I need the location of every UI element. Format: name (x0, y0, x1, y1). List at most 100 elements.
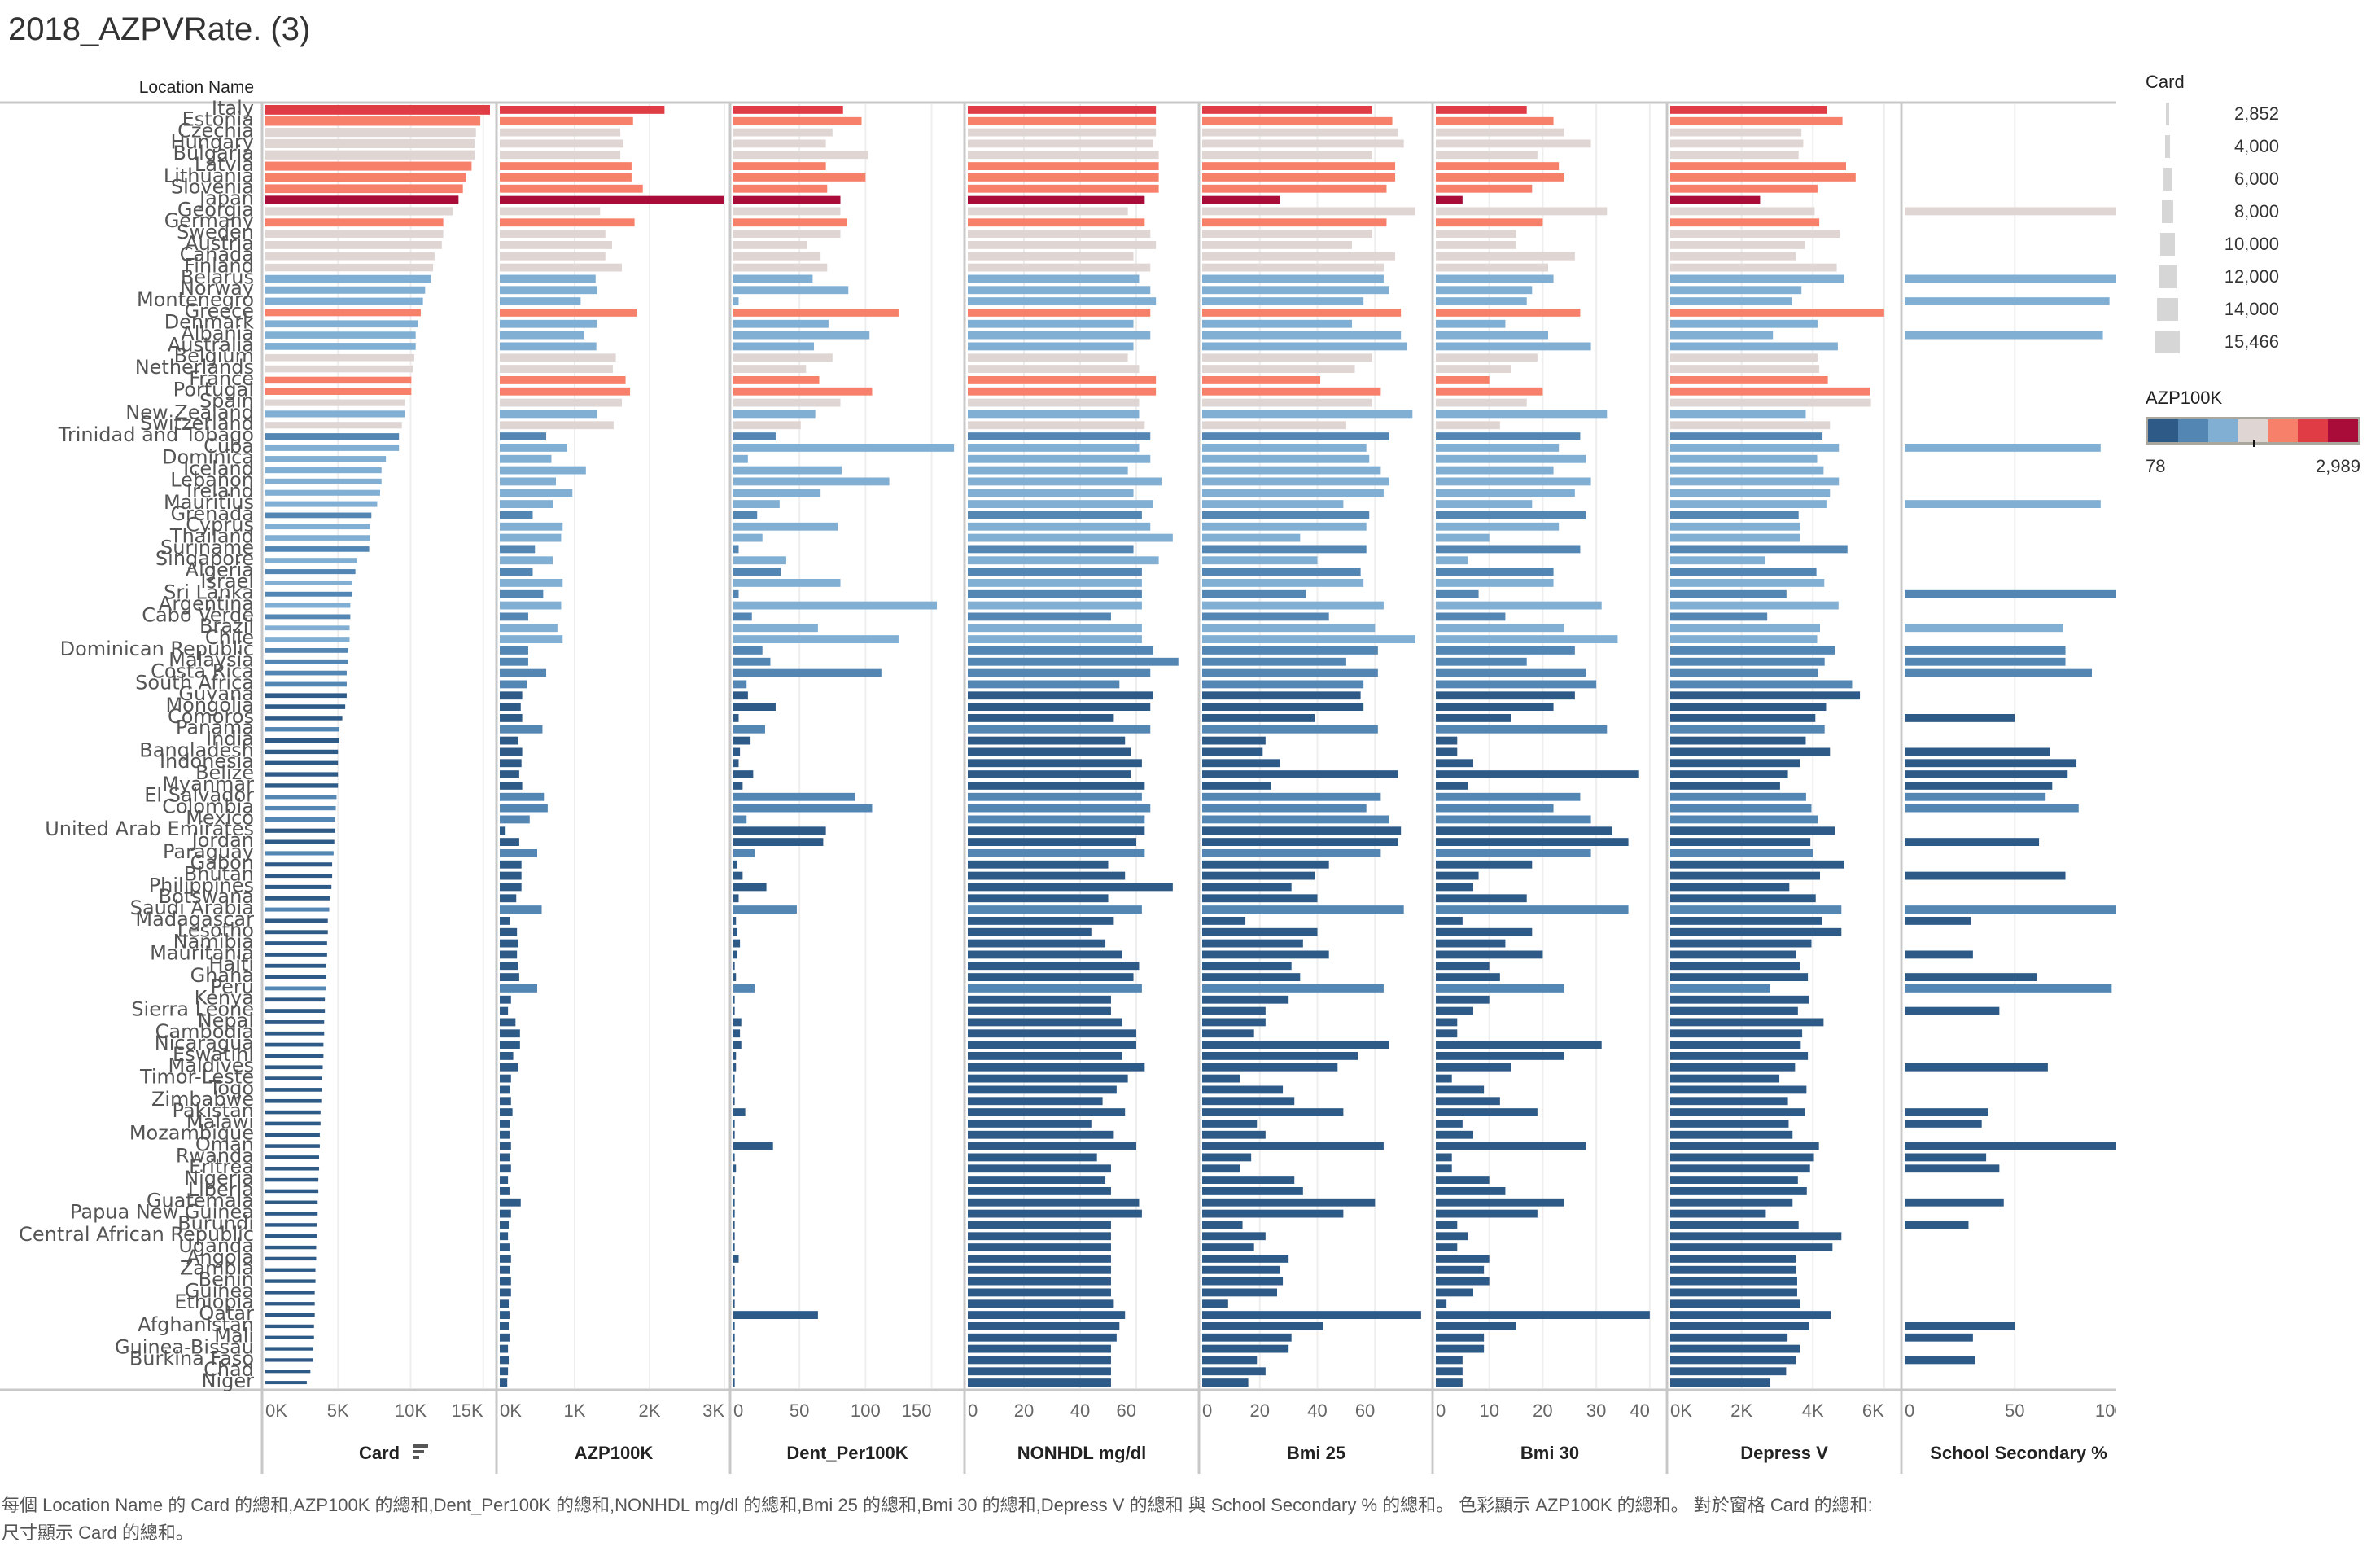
row-label[interactable]: Burundi (177, 1212, 254, 1234)
row-label[interactable]: Greece (185, 300, 254, 322)
row-label[interactable]: Mexico (186, 806, 254, 829)
row-label[interactable]: Portugal (173, 379, 254, 401)
row-label[interactable]: Belgium (174, 344, 254, 367)
row-label[interactable]: Canada (180, 243, 254, 266)
row-label[interactable]: France (189, 367, 254, 390)
row-label[interactable]: Eswatini (173, 1043, 254, 1066)
row-label[interactable]: New Zealand (125, 401, 254, 423)
row-label[interactable]: Madagascar (135, 908, 254, 931)
row-label[interactable]: United Arab Emirates (45, 817, 254, 840)
row-label[interactable]: Estonia (182, 108, 254, 131)
row-label[interactable]: Maldives (168, 1054, 254, 1077)
row-label[interactable]: Papua New Guinea (70, 1201, 254, 1224)
row-label[interactable]: Cuba (203, 435, 254, 458)
row-label[interactable]: Montenegro (137, 288, 254, 311)
row-label[interactable]: Singapore (155, 547, 254, 570)
row-label[interactable]: Latvia (195, 153, 254, 176)
row-label[interactable]: Timor-Leste (139, 1066, 254, 1089)
row-label[interactable]: Colombia (162, 795, 254, 818)
axis-title-depressv[interactable]: Depress V (1740, 1443, 1828, 1463)
row-label[interactable]: Indonesia (160, 750, 254, 773)
axis-title-dent_per100k[interactable]: Dent_Per100K (786, 1443, 908, 1463)
row-label[interactable]: Zimbabwe (151, 1088, 254, 1111)
row-label[interactable]: Finland (184, 255, 254, 278)
row-label[interactable]: Dominica (162, 446, 254, 469)
row-label[interactable]: Trinidad and Tobago (58, 423, 254, 446)
row-label[interactable]: Guyana (178, 682, 254, 705)
row-label[interactable]: Chile (205, 626, 254, 649)
row-label[interactable]: Guinea (185, 1279, 254, 1302)
row-label[interactable]: Sierra Leone (131, 998, 254, 1021)
row-label[interactable]: India (206, 728, 254, 751)
row-label[interactable]: Lesotho (177, 919, 254, 942)
row-label[interactable]: Chad (203, 1358, 254, 1381)
row-label[interactable]: Cambodia (155, 1020, 254, 1043)
row-label[interactable]: Rwanda (176, 1144, 254, 1167)
row-label[interactable]: Dominican Republic (60, 638, 254, 660)
axis-title-schoolsecondary[interactable]: School Secondary % (1930, 1443, 2107, 1463)
row-label[interactable]: Mozambique (129, 1122, 254, 1145)
row-label[interactable]: Lithuania (164, 164, 254, 187)
axis-title-nonhdl[interactable]: NONHDL mg/dl (1017, 1443, 1146, 1463)
row-label[interactable]: Cabo Verde (142, 603, 254, 626)
row-label[interactable]: Slovenia (171, 176, 254, 199)
row-label[interactable]: Germany (164, 209, 254, 232)
row-label[interactable]: Namibia (173, 931, 254, 953)
row-label[interactable]: Hungary (171, 130, 254, 153)
row-label[interactable]: Netherlands (135, 356, 254, 379)
row-label[interactable]: Ethiopia (174, 1291, 254, 1313)
row-label[interactable]: Norway (180, 277, 254, 300)
row-header-location-name[interactable]: Location Name (138, 78, 254, 97)
row-label[interactable]: Bangladesh (139, 738, 254, 761)
row-label[interactable]: Austria (185, 232, 254, 255)
row-label[interactable]: Nepal (198, 1009, 254, 1032)
row-label[interactable]: Botswana (159, 885, 254, 908)
row-label[interactable]: Bulgaria (173, 142, 254, 164)
row-label[interactable]: Niger (202, 1370, 255, 1392)
row-label[interactable]: Mauritania (150, 941, 254, 964)
row-label[interactable]: Nigeria (184, 1167, 254, 1190)
row-label[interactable]: South Africa (135, 671, 254, 694)
row-label[interactable]: Bhutan (184, 863, 254, 886)
row-label[interactable]: Italy (212, 97, 254, 120)
row-label[interactable]: Sweden (177, 221, 254, 243)
row-label[interactable]: Afghanistan (138, 1313, 254, 1336)
row-label[interactable]: Burkina Faso (129, 1347, 254, 1370)
row-label[interactable]: Japan (198, 187, 254, 210)
row-label[interactable]: Pakistan (173, 1099, 255, 1122)
row-label[interactable]: Nicaragua (155, 1032, 254, 1054)
row-label[interactable]: Denmark (164, 311, 254, 334)
axis-title-bmi25[interactable]: Bmi 25 (1287, 1443, 1345, 1463)
row-label[interactable]: Peru (211, 975, 254, 998)
row-label[interactable]: Cyprus (186, 514, 254, 537)
row-label[interactable]: Togo (208, 1076, 254, 1099)
row-label[interactable]: Thailand (169, 525, 254, 548)
row-label[interactable]: Haiti (209, 953, 255, 975)
row-label[interactable]: Paraguay (163, 840, 254, 863)
row-label[interactable]: Kenya (195, 987, 254, 1010)
row-label[interactable]: Guinea-Bissau (115, 1336, 254, 1359)
row-label[interactable]: Ireland (186, 480, 254, 502)
row-label[interactable]: Iceland (183, 458, 254, 480)
axis-title-bmi30[interactable]: Bmi 30 (1520, 1443, 1579, 1463)
row-label[interactable]: El Salvador (144, 784, 254, 807)
row-label[interactable]: Sri Lanka (164, 581, 254, 604)
row-label[interactable]: Malawi (186, 1111, 254, 1133)
row-label[interactable]: Gabon (190, 852, 254, 874)
row-label[interactable]: Belarus (181, 265, 254, 288)
axis-title-azp100k[interactable]: AZP100K (575, 1443, 654, 1463)
row-label[interactable]: Suriname (160, 536, 254, 559)
row-label[interactable]: Eritrea (189, 1155, 254, 1178)
row-label[interactable]: Central African Republic (19, 1223, 254, 1246)
row-label[interactable]: Benin (199, 1269, 254, 1291)
row-label[interactable]: Jordan (190, 829, 254, 852)
row-label[interactable]: Czechia (177, 120, 254, 142)
row-label[interactable]: Algeria (186, 559, 254, 581)
row-label[interactable]: Comoros (168, 705, 254, 728)
row-label[interactable]: Ghana (190, 964, 254, 987)
row-label[interactable]: Uganda (178, 1234, 254, 1257)
row-label[interactable]: Grenada (170, 502, 254, 525)
row-label[interactable]: Mauritius (164, 491, 254, 514)
row-label[interactable]: Angola (186, 1246, 254, 1269)
row-label[interactable]: Georgia (177, 198, 254, 221)
